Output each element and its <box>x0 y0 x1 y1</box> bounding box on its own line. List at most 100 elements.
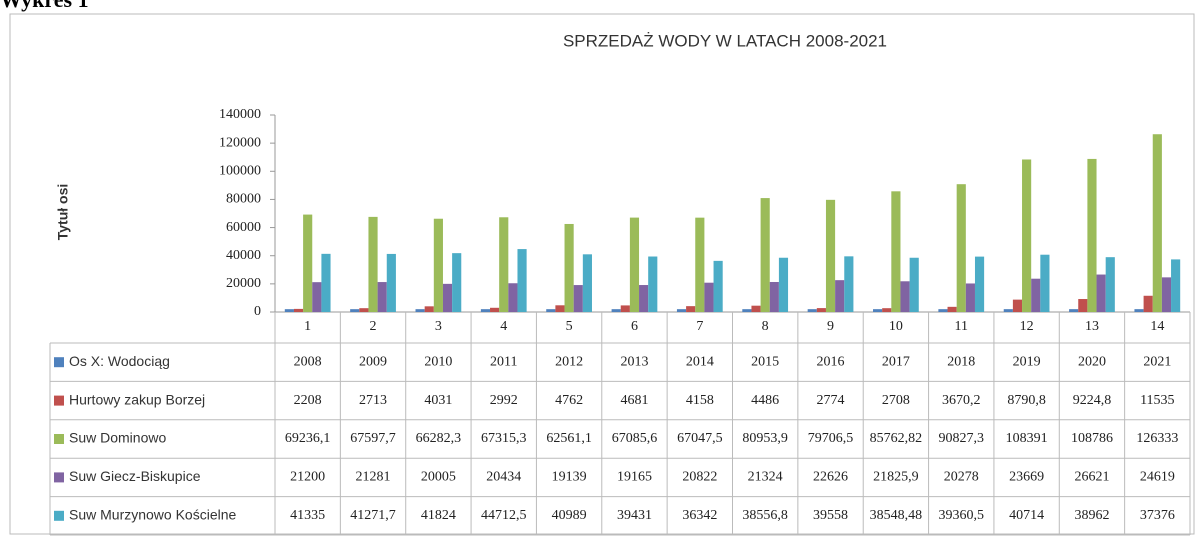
bar <box>303 214 313 312</box>
bar <box>695 217 705 312</box>
table-cell: 20005 <box>421 470 456 485</box>
table-cell: 4158 <box>686 393 714 408</box>
bar <box>1171 259 1181 312</box>
table-cell: 4486 <box>751 393 779 408</box>
y-tick-label: 0 <box>254 304 261 319</box>
bar <box>1143 295 1153 312</box>
bar <box>900 281 910 312</box>
table-cell: 44712,5 <box>481 508 527 523</box>
table-cell: 22626 <box>813 470 848 485</box>
x-tick-label: 11 <box>955 319 968 334</box>
bar <box>873 309 883 312</box>
table-cell: 11535 <box>1140 393 1174 408</box>
bar <box>686 306 696 312</box>
bar <box>1040 254 1050 312</box>
table-cell: 19165 <box>617 470 652 485</box>
bar <box>1022 159 1032 312</box>
bar <box>760 198 770 312</box>
x-tick-label: 8 <box>762 319 769 334</box>
bar <box>1161 277 1172 312</box>
bar <box>573 285 583 312</box>
table-cell: 79706,5 <box>808 431 854 446</box>
legend-label: Suw Giecz-Biskupice <box>69 468 201 484</box>
table-cell: 26621 <box>1074 470 1109 485</box>
bar <box>1096 274 1106 312</box>
legend-swatch <box>54 395 64 406</box>
table-cell: 40714 <box>1009 508 1044 523</box>
table-cell: 36342 <box>682 508 717 523</box>
table-cell: 21200 <box>290 470 325 485</box>
table-cell: 39431 <box>617 508 652 523</box>
table-cell: 2208 <box>294 393 322 408</box>
table-cell: 67597,7 <box>350 431 396 446</box>
bar <box>956 184 966 312</box>
table-cell: 21825,9 <box>873 470 919 485</box>
bar <box>386 253 396 312</box>
table-cell: 3670,2 <box>942 393 981 408</box>
table-cell: 21324 <box>748 470 783 485</box>
table-cell: 38548,48 <box>870 508 923 523</box>
bar <box>742 309 752 312</box>
bar <box>490 307 500 312</box>
bar <box>1087 158 1097 312</box>
bar <box>564 223 574 312</box>
y-axis-label: Tytuł osi <box>55 184 71 241</box>
bar <box>293 308 304 312</box>
chart-title: SPRZEDAŻ WODY W LATACH 2008-2021 <box>563 31 887 50</box>
table-cell: 2008 <box>294 354 322 369</box>
bar <box>582 254 592 312</box>
bar <box>704 282 714 312</box>
legend-label: Suw Dominowo <box>69 430 166 446</box>
bar <box>639 285 649 312</box>
bar <box>778 257 789 312</box>
y-tick-label: 80000 <box>226 192 261 207</box>
table-cell: 41335 <box>290 508 325 523</box>
y-tick-label: 60000 <box>226 220 261 235</box>
bar <box>844 256 854 312</box>
bar <box>1134 309 1144 312</box>
table-cell: 90827,3 <box>939 431 985 446</box>
table-cell: 2019 <box>1013 354 1041 369</box>
table-cell: 2014 <box>686 354 714 369</box>
table-cell: 2018 <box>947 354 975 369</box>
x-tick-label: 10 <box>889 319 903 334</box>
table-cell: 2708 <box>882 393 910 408</box>
bar <box>1012 299 1023 312</box>
bar <box>938 309 948 312</box>
x-tick-label: 12 <box>1020 319 1034 334</box>
legend-swatch <box>54 510 64 521</box>
bar <box>284 309 294 312</box>
bar <box>629 217 640 312</box>
bar <box>620 305 630 312</box>
table-cell: 2016 <box>817 354 845 369</box>
table-cell: 2015 <box>751 354 779 369</box>
table-cell: 67085,6 <box>612 431 658 446</box>
bar <box>909 257 919 312</box>
legend-swatch <box>54 472 64 483</box>
x-tick-label: 7 <box>696 319 703 334</box>
bar <box>676 309 687 312</box>
table-cell: 2013 <box>620 354 648 369</box>
legend-swatch <box>54 357 64 368</box>
bar <box>312 282 322 312</box>
table-cell: 24619 <box>1140 470 1175 485</box>
table-cell: 39360,5 <box>939 508 985 523</box>
table-cell: 108391 <box>1006 431 1048 446</box>
bar <box>377 282 387 312</box>
table-cell: 62561,1 <box>546 431 592 446</box>
table-cell: 23669 <box>1009 470 1044 485</box>
bar <box>517 249 527 312</box>
table-cell: 108786 <box>1071 431 1113 446</box>
bar <box>546 309 556 312</box>
bar <box>499 217 509 312</box>
legend-label: Suw Murzynowo Kościelne <box>69 507 237 523</box>
table-cell: 2992 <box>490 393 518 408</box>
bar <box>1031 278 1041 312</box>
table-cell: 2774 <box>817 393 845 408</box>
legend-swatch <box>54 434 64 444</box>
bar <box>424 306 434 312</box>
y-tick-label: 140000 <box>219 107 261 122</box>
x-tick-label: 14 <box>1150 319 1164 334</box>
table-cell: 2010 <box>424 354 452 369</box>
